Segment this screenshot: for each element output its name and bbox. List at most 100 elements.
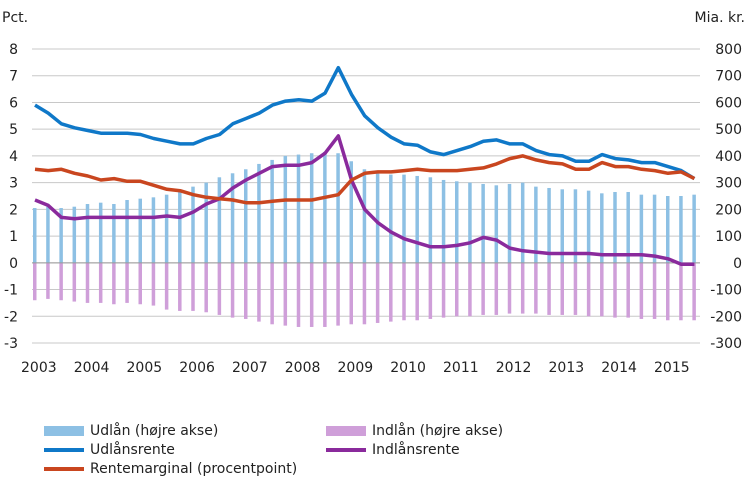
x-tick-label: 2008: [285, 360, 321, 376]
bar: [652, 194, 657, 263]
legend-indlaan: Indlån (højre akse): [326, 423, 503, 439]
bar: [415, 175, 419, 263]
bar: [270, 262, 274, 325]
bar: [679, 196, 683, 263]
x-tick-label: 2006: [179, 360, 215, 376]
bar: [283, 155, 288, 263]
bar: [33, 208, 37, 263]
bar: [204, 262, 208, 313]
y-right-tick-label: 200: [715, 202, 742, 218]
y-right-tick-label: 0: [733, 256, 742, 272]
x-tick-label: 2014: [601, 360, 637, 376]
bar: [415, 262, 419, 321]
legend-rentemarginal: Rentemarginal (procentpoint): [44, 461, 297, 477]
legend-swatch-udlaansrente: [44, 448, 84, 452]
bar: [573, 262, 578, 315]
bar: [428, 262, 433, 319]
x-tick-label: 2007: [232, 360, 268, 376]
bar: [666, 262, 670, 321]
bar: [217, 177, 222, 263]
x-tick-label: 2005: [127, 360, 163, 376]
bar: [230, 173, 235, 263]
y-left-tick-label: -1: [4, 283, 18, 299]
bar: [191, 262, 195, 311]
bar: [72, 206, 77, 263]
bar: [600, 193, 604, 263]
y-right-tick-label: 500: [715, 122, 742, 138]
bar: [402, 262, 406, 321]
y-right-tick-label: -100: [710, 283, 742, 299]
bar: [441, 262, 446, 318]
bar: [626, 262, 630, 318]
bar: [349, 262, 353, 325]
legend-swatch-udlaan: [44, 426, 84, 436]
x-tick-label: 2003: [21, 360, 57, 376]
y-left-tick-label: 2: [9, 202, 18, 218]
bar: [573, 189, 578, 263]
y-right-tick-label: 300: [715, 176, 742, 192]
y-right-tick-label: 400: [715, 149, 742, 165]
y-left-tick-label: 6: [9, 95, 18, 111]
bar: [468, 262, 472, 317]
bar: [112, 204, 116, 263]
bar: [560, 262, 564, 315]
bar: [164, 194, 169, 263]
bar: [692, 262, 696, 321]
y-right-tick-label: 100: [715, 229, 742, 245]
series-line: [34, 134, 695, 266]
x-tick-label: 2004: [74, 360, 110, 376]
bar: [309, 262, 314, 327]
bar: [244, 262, 248, 319]
bar: [323, 151, 327, 263]
bar: [336, 262, 340, 326]
bar: [164, 262, 169, 310]
bar: [613, 191, 617, 263]
bar: [520, 262, 525, 314]
bar: [507, 262, 512, 314]
bar: [626, 191, 630, 263]
legend-label: Udlån (højre akse): [90, 423, 219, 439]
bar: [191, 186, 195, 263]
bar: [362, 169, 367, 263]
bar: [309, 153, 314, 263]
bar: [402, 174, 406, 263]
legend-label: Indlån (højre akse): [372, 423, 504, 439]
bar: [112, 262, 116, 305]
bar: [560, 189, 564, 263]
legend-swatch-rentemarginal: [44, 467, 84, 471]
bar: [547, 262, 551, 315]
bar: [613, 262, 617, 318]
bar: [98, 262, 103, 303]
bar: [639, 194, 644, 263]
bar: [349, 161, 353, 263]
bar: [59, 208, 63, 263]
bar: [296, 154, 301, 263]
bar: [468, 182, 472, 263]
bar: [375, 173, 380, 263]
bar: [59, 262, 63, 301]
bar: [507, 183, 512, 263]
bar: [283, 262, 288, 326]
bar: [85, 262, 90, 303]
bar: [257, 262, 261, 322]
y-right-tick-label: 700: [715, 69, 742, 85]
bar: [639, 262, 644, 319]
bar: [217, 262, 222, 315]
y-left-tick-label: -3: [4, 336, 18, 352]
bar: [296, 262, 301, 327]
series-line: [34, 154, 696, 205]
bar: [534, 262, 538, 314]
legend-label: Udlånsrente: [90, 442, 175, 458]
legend-udlaansrente: Udlånsrente: [44, 442, 175, 458]
bar: [494, 185, 499, 263]
bar: [204, 182, 208, 263]
bar: [600, 262, 604, 317]
bar: [151, 197, 156, 263]
bar: [455, 181, 459, 263]
chart-plot: Pct. Mia. kr. 8 800 7 700 6 600 5 500 4 400 3 300 2 2…: [2, 10, 745, 376]
bar: [270, 159, 274, 263]
bar: [336, 153, 340, 263]
bar: [33, 262, 37, 301]
y-left-tick-label: 8: [9, 42, 18, 58]
y-right-tick-label: 800: [715, 42, 742, 58]
